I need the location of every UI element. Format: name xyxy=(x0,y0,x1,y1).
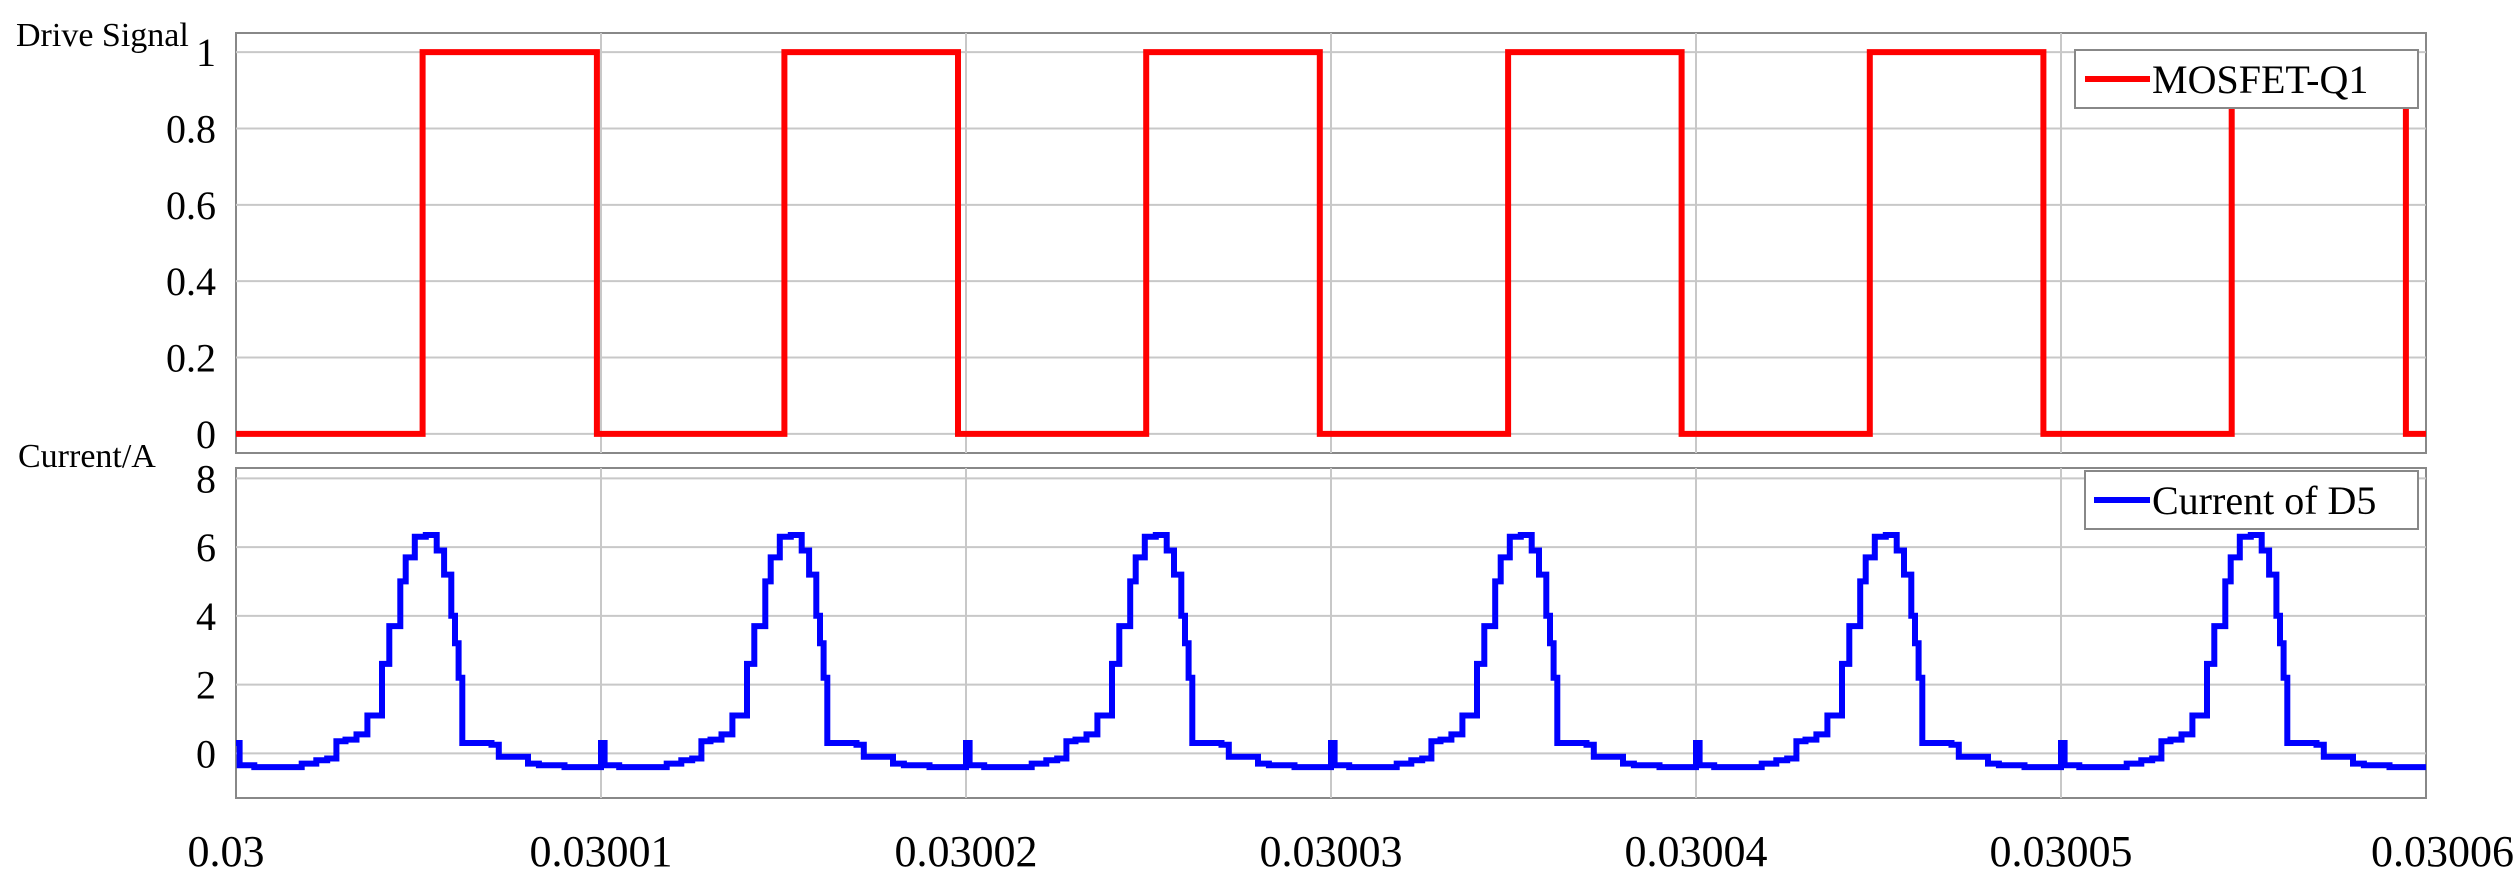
current-series-group xyxy=(236,532,2426,771)
current-y-ticks: 0 2 4 6 8 xyxy=(196,456,216,776)
drive-signal-subplot: 0 0.2 0.4 0.6 0.8 1 Drive Signal MOSFET-Q1 xyxy=(16,17,2427,457)
current-x-ticks: 0.03 0.03001 0.03002 0.03003 0.03004 0.03005 0… xyxy=(188,827,2515,876)
current-legend: Current of D5 xyxy=(2084,470,2419,530)
y-tick-label: 0 xyxy=(196,731,216,776)
x-tick-label: 0.03005 xyxy=(1990,827,2133,876)
x-tick-label: 0.03003 xyxy=(1260,827,1403,876)
x-tick-label: 0.03 xyxy=(188,827,265,876)
y-tick-label: 1 xyxy=(196,30,216,75)
x-tick-label: 0.03001 xyxy=(530,827,673,876)
y-tick-label: 6 xyxy=(196,525,216,570)
x-tick-label: 0.03006 xyxy=(2371,827,2514,876)
drive-signal-y-ticks: 0 0.2 0.4 0.6 0.8 1 xyxy=(166,30,216,457)
x-tick-label: 0.03004 xyxy=(1625,827,1768,876)
drive-signal-legend: MOSFET-Q1 xyxy=(2074,49,2419,109)
y-tick-label: 0.8 xyxy=(166,106,216,151)
y-tick-label: 0.6 xyxy=(166,183,216,228)
current-legend-label: Current of D5 xyxy=(2152,478,2376,523)
drive-signal-ylabel: Drive Signal xyxy=(16,17,189,54)
x-tick-label: 0.03002 xyxy=(895,827,1038,876)
y-tick-label: 2 xyxy=(196,663,216,708)
series-line-current-of-d5 xyxy=(236,532,2426,771)
y-tick-label: 8 xyxy=(196,456,216,501)
y-tick-label: 0.2 xyxy=(166,336,216,381)
current-ylabel: Current/A xyxy=(18,438,156,475)
y-tick-label: 4 xyxy=(196,594,216,639)
y-tick-label: 0 xyxy=(196,412,216,457)
drive-signal-series-group xyxy=(236,49,2426,437)
series-line-mosfet-q1 xyxy=(236,49,2426,437)
y-tick-label: 0.4 xyxy=(166,259,216,304)
drive-signal-legend-label: MOSFET-Q1 xyxy=(2152,57,2368,102)
